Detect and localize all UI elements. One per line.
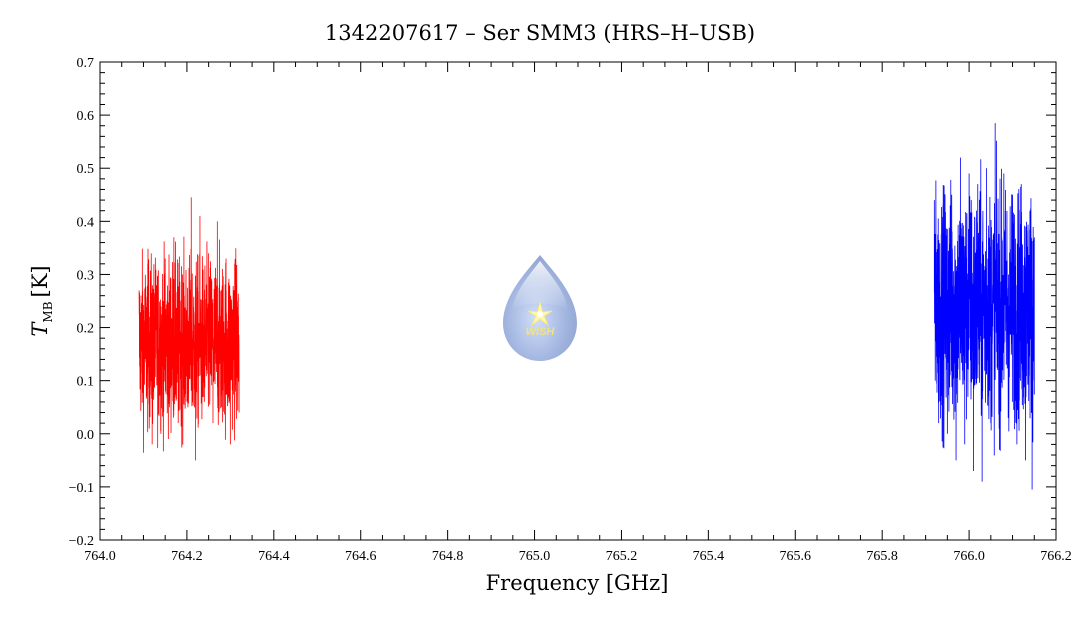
series-group [138, 123, 1035, 490]
x-tick-label: 764.4 [258, 549, 290, 564]
logo-text: WISH [526, 326, 556, 338]
y-tick-labels: −0.2 −0.1 0.0 0.1 0.2 0.3 0.4 0.5 0.6 0.7 [69, 56, 94, 549]
x-tick-label: 765.2 [606, 549, 638, 564]
axis-ticks [99, 61, 1057, 541]
y-axis-label: TMB [K] [28, 265, 55, 336]
water-drop-logo-icon: WISH [503, 255, 577, 361]
y-tick-label: 0.2 [77, 322, 95, 337]
star-icon [527, 301, 553, 327]
y-axis-subscript: MB [41, 301, 55, 322]
y-tick-label: 0.5 [77, 162, 95, 177]
x-tick-label: 764.2 [171, 549, 203, 564]
x-tick-label: 765.0 [519, 549, 551, 564]
x-axis-label: Frequency [GHz] [486, 571, 669, 595]
y-tick-label: −0.1 [69, 481, 94, 496]
x-tick-label: 765.8 [866, 549, 898, 564]
x-tick-label: 765.4 [693, 549, 725, 564]
x-tick-label: 766.0 [953, 549, 985, 564]
y-tick-label: 0.7 [77, 56, 95, 71]
y-tick-label: 0.6 [77, 109, 95, 124]
x-tick-label: 764.0 [84, 549, 116, 564]
y-tick-label: 0.0 [77, 428, 95, 443]
plot-frame [99, 61, 1057, 541]
svg-text:TMB[K]: TMB [K] [28, 265, 55, 336]
y-tick-label: 0.4 [77, 215, 95, 230]
y-tick-label: 0.3 [77, 268, 95, 283]
x-tick-labels: 764.0 764.2 764.4 764.6 764.8 765.0 765.2 765.4… [84, 549, 1072, 564]
y-axis-symbol: T [28, 321, 52, 337]
red-spectrum-series [138, 197, 240, 461]
y-axis-unit: [K] [28, 265, 52, 297]
blue-spectrum-series [933, 123, 1035, 490]
x-tick-label: 766.2 [1040, 549, 1072, 564]
chart-title: 1342207617 – Ser SMM3 (HRS–H–USB) [325, 21, 755, 45]
x-tick-label: 764.8 [432, 549, 464, 564]
y-tick-label: 0.1 [77, 375, 95, 390]
y-tick-label: −0.2 [69, 534, 94, 549]
x-tick-label: 765.6 [780, 549, 812, 564]
x-tick-label: 764.6 [345, 549, 377, 564]
